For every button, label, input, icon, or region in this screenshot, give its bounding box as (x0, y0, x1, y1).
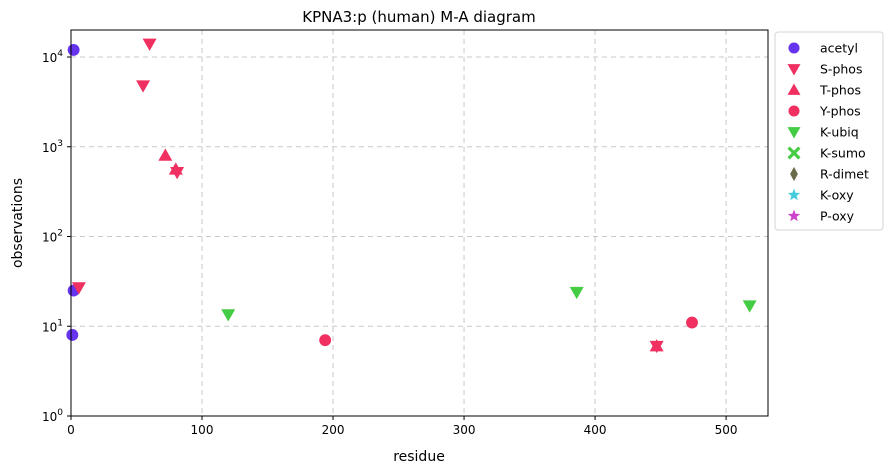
legend-marker-t-phos (787, 83, 801, 95)
y-tick-label: 103 (42, 139, 63, 155)
grid-lines (71, 30, 768, 416)
data-point-t-phos (158, 148, 173, 161)
plot-area-frame (70, 29, 769, 417)
x-tick-label: 400 (584, 423, 607, 437)
data-point-y-phos (686, 316, 698, 329)
legend-marker-r-dimet (790, 166, 798, 182)
data-point-acetyl (66, 329, 79, 341)
y-tick-label: 100 (42, 408, 63, 424)
x-tick-label: 500 (715, 423, 738, 437)
legend-label-r-dimet: R-dimet (820, 167, 869, 182)
legend-marker-p-oxy (787, 209, 801, 222)
data-point-s-phos (142, 38, 157, 51)
legend-label-k-oxy: K-oxy (820, 188, 854, 203)
legend-label-s-phos: S-phos (820, 62, 862, 77)
legend-marker-y-phos (788, 105, 800, 117)
y-tick-label: 104 (42, 49, 63, 65)
legend-marker-k-oxy (787, 188, 801, 201)
x-axis-ticks: 0 100 200 300 400 500 (67, 416, 738, 437)
x-tick-label: 0 (67, 423, 75, 437)
data-point-s-phos (136, 80, 151, 93)
x-axis-label: residue (393, 449, 445, 465)
data-points (66, 38, 757, 354)
data-point-k-ubiq (221, 309, 236, 322)
legend-label-acetyl: acetyl (820, 41, 858, 56)
legend-label-k-sumo: K-sumo (820, 146, 866, 161)
legend-marker-s-phos (787, 64, 801, 76)
legend-label-t-phos: T-phos (819, 83, 861, 98)
data-point-y-phos (319, 334, 332, 347)
x-tick-label: 200 (322, 423, 345, 437)
legend-frame (774, 31, 884, 231)
chart-title: KPNA3:p (human) M-A diagram (302, 8, 535, 26)
data-point-acetyl (67, 43, 80, 56)
y-axis-label: observations (10, 178, 26, 268)
legend-label-k-ubiq: K-ubiq (820, 125, 859, 140)
data-point-k-ubiq (742, 300, 757, 313)
legend-label-y-phos: Y-phos (819, 104, 861, 119)
legend-marker-k-sumo (787, 146, 801, 160)
legend-label-p-oxy: P-oxy (820, 209, 855, 224)
data-point-s-phos (71, 282, 86, 295)
legend-marker-k-ubiq (787, 127, 801, 139)
y-tick-label: 102 (42, 229, 63, 245)
y-tick-label: 101 (42, 318, 63, 334)
legend: acetyl S-phos T-phos Y-phos K-ubiq K-sumo R-di… (774, 31, 884, 231)
x-tick-label: 300 (453, 423, 476, 437)
y-axis-ticks: 100 101 102 103 104 (42, 49, 71, 424)
legend-marker-acetyl (788, 42, 800, 54)
x-tick-label: 100 (191, 423, 214, 437)
data-point-t-phos (168, 162, 183, 175)
data-point-k-ubiq (569, 286, 584, 300)
data-point-t-phos (649, 339, 664, 352)
